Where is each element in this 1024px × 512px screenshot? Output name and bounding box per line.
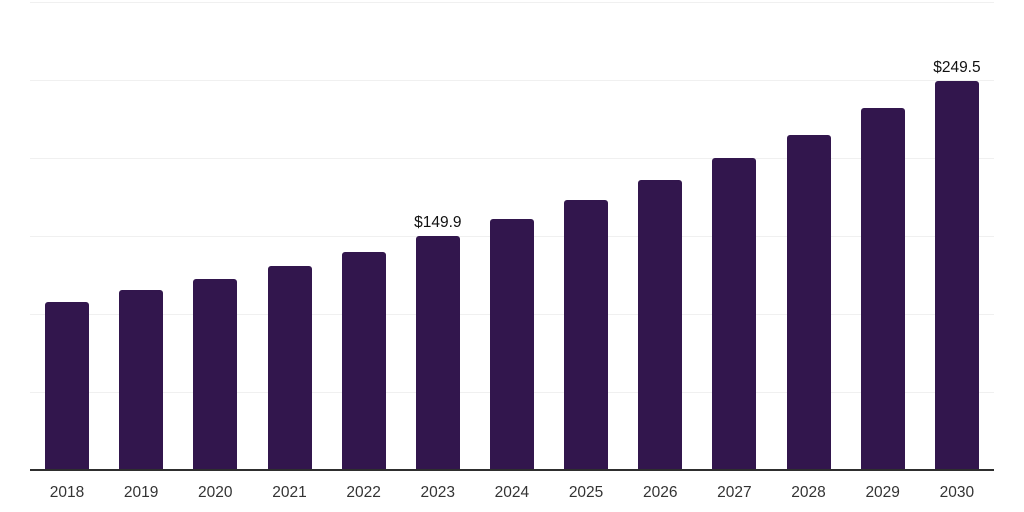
gridline-300	[30, 2, 994, 3]
data-label-2023: $149.9	[414, 214, 462, 232]
x-tick-label-2021: 2021	[272, 484, 307, 501]
x-tick-label-2025: 2025	[568, 484, 604, 501]
x-tick-label-2030: 2030	[939, 484, 975, 501]
x-tick-label-2023: 2023	[420, 484, 455, 501]
x-tick-label-2020: 2020	[198, 484, 233, 501]
bar-2019[interactable]	[119, 290, 164, 470]
x-tick-label-2019: 2019	[123, 484, 159, 501]
x-tick-label-2024: 2024	[494, 484, 530, 501]
bar-2030[interactable]	[934, 80, 979, 470]
x-tick-label-2027: 2027	[717, 484, 752, 501]
x-tick-label-2022: 2022	[346, 484, 381, 501]
bar-2029[interactable]	[860, 108, 905, 470]
bar-2024[interactable]	[490, 219, 534, 470]
bar-2025[interactable]	[564, 200, 609, 470]
bar-2027[interactable]	[712, 158, 757, 470]
bar-2026[interactable]	[638, 180, 683, 470]
bar-2021[interactable]	[267, 266, 312, 470]
x-tick-label-2029: 2029	[865, 484, 900, 501]
bar-2018[interactable]	[45, 301, 90, 470]
bar-2028[interactable]	[786, 134, 831, 470]
gridline-200	[30, 158, 994, 159]
bar-2022[interactable]	[341, 251, 386, 470]
x-tick-label-2026: 2026	[642, 484, 678, 501]
gridline-250	[30, 80, 994, 81]
x-axis-line	[30, 469, 994, 471]
x-tick-label-2028: 2028	[791, 484, 826, 501]
data-label-2030: $249.5	[933, 58, 981, 76]
x-tick-label-2018: 2018	[49, 484, 85, 501]
bar-2023[interactable]	[415, 236, 460, 470]
bar-2020[interactable]	[193, 279, 238, 470]
